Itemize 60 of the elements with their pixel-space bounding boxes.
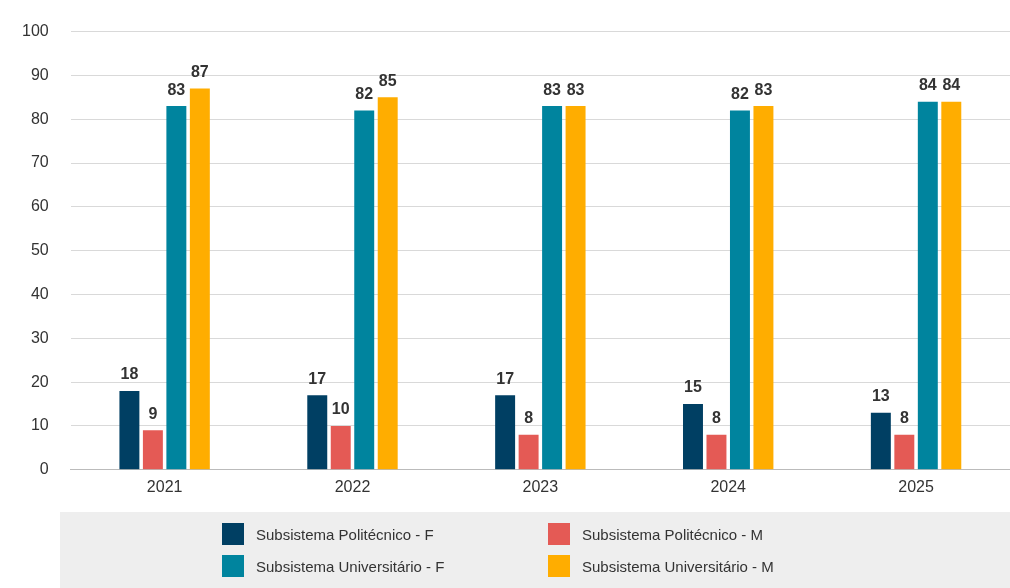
bar	[894, 434, 915, 470]
bar	[377, 97, 398, 470]
data-label: 87	[190, 62, 209, 80]
y-tick-label: 100	[21, 22, 49, 40]
bar	[495, 395, 516, 470]
data-label: 18	[120, 365, 139, 383]
bar	[753, 106, 774, 470]
bar	[683, 404, 703, 470]
x-tick-label: 2021	[146, 477, 183, 495]
data-label: 8	[712, 409, 722, 427]
bar	[354, 110, 375, 470]
data-label: 83	[754, 80, 773, 98]
bar	[565, 106, 586, 470]
bar	[917, 101, 938, 470]
bar	[941, 101, 962, 470]
y-tick-label: 50	[30, 241, 49, 259]
y-tick-label: 70	[30, 153, 49, 171]
legend-label: Subsistema Politécnico - F	[256, 525, 434, 543]
data-label: 83	[167, 80, 186, 98]
data-label: 17	[308, 369, 327, 387]
data-label: 82	[731, 84, 749, 102]
x-tick-label: 2022	[334, 477, 371, 495]
bar	[729, 110, 750, 470]
data-label: 84	[942, 76, 961, 94]
legend-label: Subsistema Universitário - M	[582, 557, 774, 575]
bar	[330, 425, 351, 470]
bar	[518, 434, 539, 470]
y-tick-label: 20	[30, 372, 49, 390]
x-tick-label: 2024	[710, 477, 747, 495]
y-tick-label: 90	[30, 65, 49, 83]
y-tick-label: 60	[30, 197, 49, 215]
bar	[870, 412, 891, 470]
bar	[706, 434, 727, 470]
data-label: 8	[524, 409, 534, 427]
data-label: 9	[148, 404, 158, 422]
legend-label: Subsistema Politécnico - M	[582, 525, 763, 543]
bar	[189, 88, 210, 470]
bar	[166, 106, 187, 470]
y-tick-label: 10	[30, 416, 49, 434]
data-label: 83	[543, 80, 562, 98]
data-label: 15	[684, 378, 702, 396]
data-label: 13	[871, 387, 890, 405]
bar	[307, 395, 328, 470]
x-tick-label: 2023	[522, 477, 559, 495]
data-label: 82	[355, 84, 374, 102]
y-tick-label: 30	[30, 328, 49, 346]
x-tick-label: 2025	[898, 477, 934, 495]
bar	[119, 390, 140, 470]
data-label: 10	[331, 400, 350, 418]
data-label: 85	[378, 71, 397, 89]
bar	[142, 430, 163, 470]
y-tick-label: 0	[39, 460, 49, 478]
y-tick-label: 40	[30, 284, 49, 302]
y-tick-label: 80	[30, 109, 49, 127]
bar	[542, 106, 563, 470]
data-label: 8	[899, 409, 909, 427]
data-label: 84	[918, 76, 937, 94]
data-label: 83	[566, 80, 585, 98]
legend-label: Subsistema Universitário - F	[256, 557, 445, 575]
data-label: 17	[496, 369, 515, 387]
